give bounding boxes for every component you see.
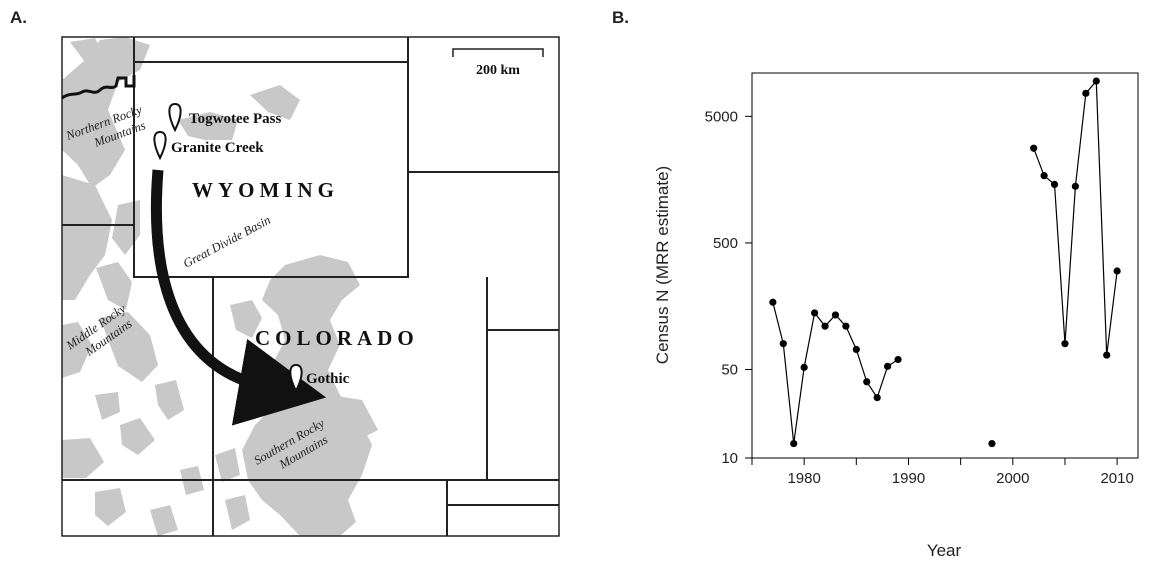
- data-point: [842, 322, 850, 330]
- data-point: [779, 340, 787, 348]
- data-point: [1113, 267, 1121, 275]
- y-axis-title: Census N (MRR estimate): [653, 166, 672, 364]
- data-point: [1061, 340, 1069, 348]
- gothic-pin-icon: [289, 363, 303, 394]
- series-line: [1033, 79, 1118, 356]
- state-label-colorado: COLORADO: [255, 326, 419, 350]
- data-point: [800, 363, 808, 371]
- data-point: [1040, 172, 1048, 180]
- plot-frame: [751, 72, 1139, 459]
- data-point: [852, 345, 860, 354]
- data-point: [1092, 77, 1100, 85]
- transplant-arrow: [150, 169, 327, 426]
- panel-b-label: B.: [612, 8, 629, 27]
- x-axis: 1980 1990 2000 2010: [751, 458, 1134, 487]
- site-label-gothic: Gothic: [306, 371, 350, 387]
- data-point: [988, 439, 996, 448]
- montana-border: [61, 75, 136, 100]
- data-point: [1030, 144, 1038, 152]
- state-label-wyoming: WYOMING: [192, 178, 339, 202]
- series-points: [769, 77, 1121, 448]
- y-tick-label: 500: [713, 235, 738, 252]
- x-tick-label: 1990: [892, 470, 925, 487]
- x-tick-label: 2010: [1100, 470, 1133, 487]
- x-tick-label: 2000: [996, 470, 1029, 487]
- data-point: [873, 394, 881, 402]
- data-point: [1082, 89, 1090, 97]
- data-point: [831, 311, 840, 319]
- data-point: [1103, 351, 1111, 359]
- data-point: [790, 439, 798, 448]
- y-tick-label: 5000: [705, 108, 738, 125]
- x-tick-label: 1980: [787, 470, 820, 487]
- series-line: [772, 302, 899, 444]
- scale-bar-label: 200 km: [476, 63, 520, 78]
- state-borders: [61, 36, 560, 537]
- data-point: [810, 309, 819, 317]
- data-point: [769, 298, 777, 306]
- data-point: [821, 322, 829, 330]
- data-point: [894, 355, 902, 364]
- togwotee-pin-icon: [168, 102, 182, 133]
- data-point: [1071, 182, 1080, 190]
- data-point: [863, 378, 871, 386]
- data-point: [1050, 180, 1059, 188]
- y-tick-label: 50: [721, 362, 738, 379]
- site-label-togwotee: Togwotee Pass: [189, 111, 282, 127]
- data-point: [884, 362, 892, 370]
- y-tick-label: 10: [721, 450, 738, 467]
- panel-a-label: A.: [10, 8, 27, 27]
- x-axis-title: Year: [927, 541, 962, 560]
- scale-bar: [452, 48, 544, 57]
- granite-creek-pin-icon: [153, 130, 167, 161]
- y-axis: 10 50 500 5000: [705, 108, 752, 467]
- site-label-granite-creek: Granite Creek: [171, 140, 264, 156]
- series-lines: [772, 79, 1118, 444]
